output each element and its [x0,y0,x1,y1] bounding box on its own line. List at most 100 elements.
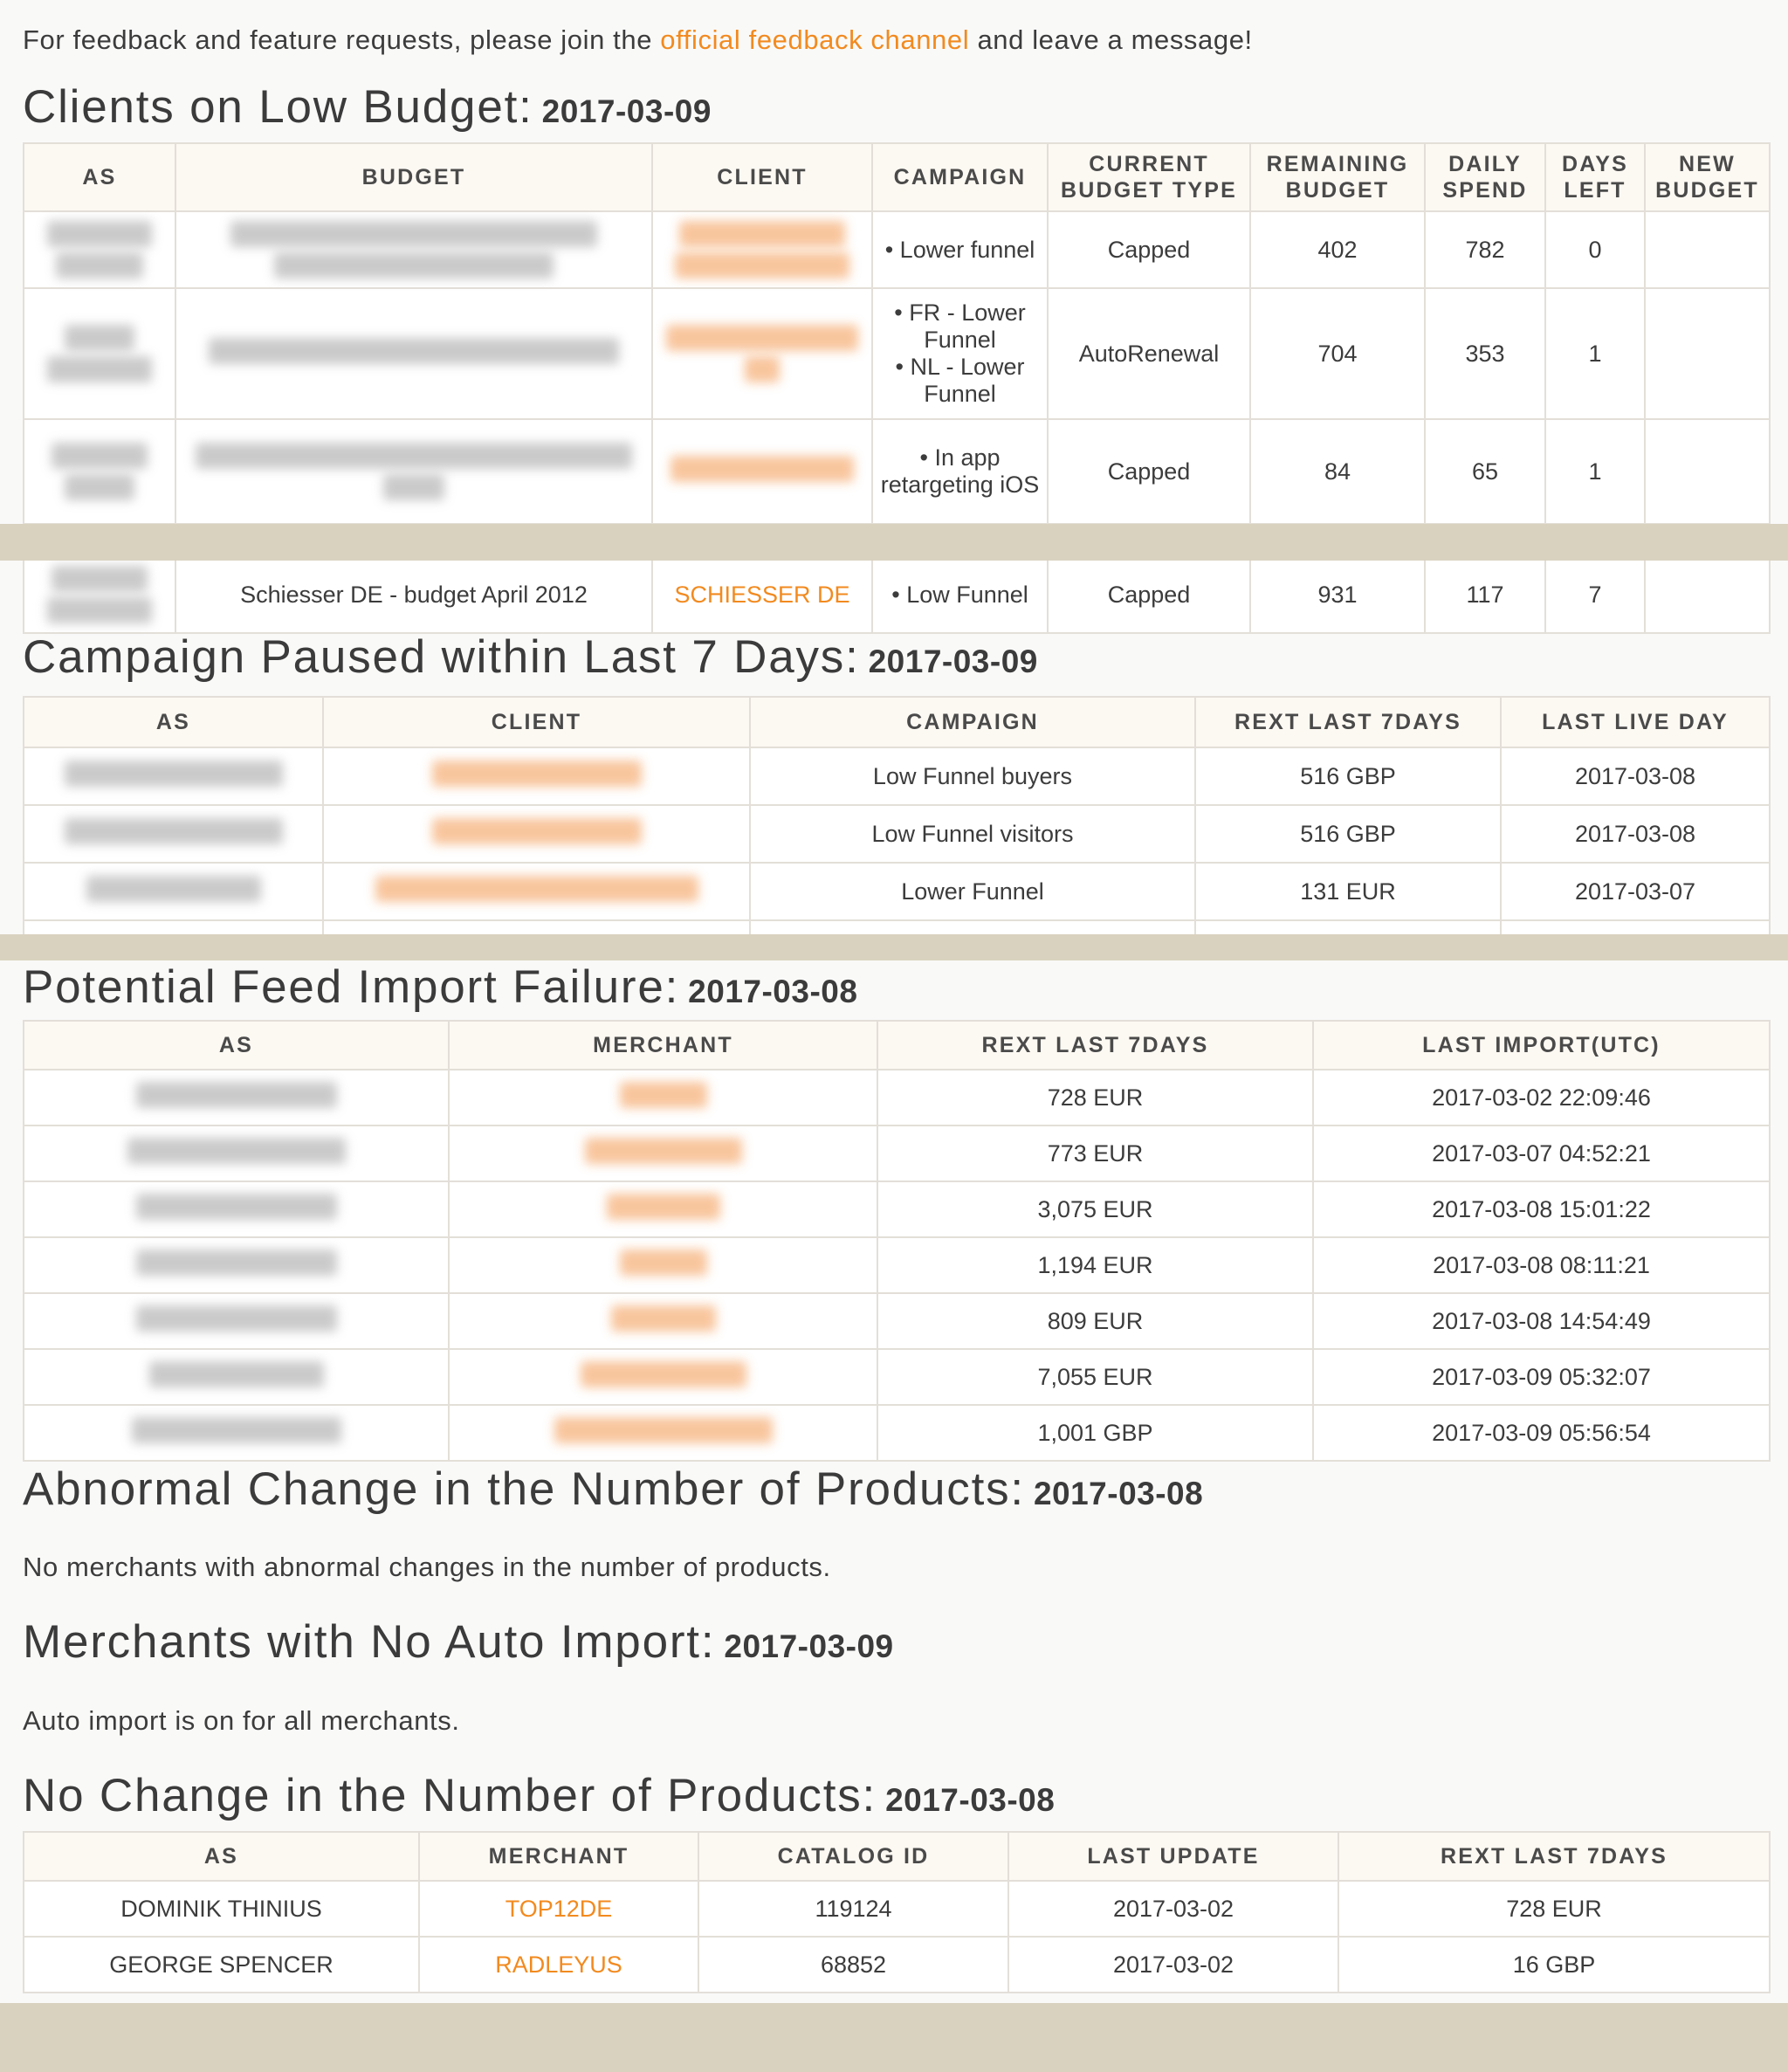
no-change-table: AS MERCHANT CATALOG ID LAST UPDATE REXT … [23,1831,1771,1993]
feedback-channel-link[interactable]: official feedback channel [660,24,970,55]
table-row: GEORGE SPENCER RADLEYUS 68852 2017-03-02… [23,1936,1771,1993]
last-import-cell: 2017-03-08 14:54:49 [1312,1292,1771,1350]
table-row-cut [23,919,1771,934]
client-cell[interactable] [651,287,873,420]
table-row: Low Funnel visitors 516 GBP 2017-03-08 [23,804,1771,864]
table-header-row: AS CLIENT CAMPAIGN REXT LAST 7DAYS LAST … [23,696,1771,748]
merchant-cell[interactable] [448,1069,878,1126]
as-cell [23,1069,450,1126]
merchant-cell[interactable] [448,1292,878,1350]
budget-type-cell: Capped [1047,210,1251,289]
col-header-client[interactable]: CLIENT [322,696,751,748]
col-header-as[interactable]: AS [23,1020,450,1070]
col-header-merchant[interactable]: MERCHANT [418,1831,699,1882]
client-cell[interactable] [322,804,751,864]
screenshot-chunk-1: For feedback and feature requests, pleas… [0,0,1788,524]
merchant-cell[interactable] [448,1236,878,1294]
last-import-cell: 2017-03-09 05:32:07 [1312,1348,1771,1406]
rext-cell: 1,194 EUR [877,1236,1314,1294]
col-header-last-update[interactable]: LAST UPDATE [1007,1831,1339,1882]
section-date: 2017-03-08 [1033,1476,1204,1511]
feedback-intro: For feedback and feature requests, pleas… [23,24,1253,56]
low-budget-table-continued: Schiesser DE - budget April 2012 SCHIESS… [23,561,1771,634]
merchant-cell[interactable] [448,1404,878,1462]
col-header-last-live[interactable]: LAST LIVE DAY [1500,696,1771,748]
col-header-new-budget[interactable]: NEW BUDGET [1644,142,1771,212]
rext-cell: 7,055 EUR [877,1348,1314,1406]
new-budget-cell[interactable] [1644,418,1771,524]
col-header-campaign[interactable]: CAMPAIGN [749,696,1196,748]
as-cell [23,287,176,420]
client-cell[interactable] [651,418,873,524]
col-header-merchant[interactable]: MERCHANT [448,1020,878,1070]
as-cell [23,804,324,864]
col-header-remaining[interactable]: REMAINING BUDGET [1249,142,1426,212]
screenshot-separator [0,524,1788,561]
campaign-cell: Lower funnel [871,210,1049,289]
remaining-cell: 84 [1249,418,1426,524]
client-link[interactable]: SCHIESSER DE [651,561,873,634]
client-cell[interactable] [322,747,751,806]
as-cell [23,561,176,634]
col-header-daily-spend[interactable]: DAILY SPEND [1424,142,1546,212]
table-row: FR - Lower FunnelNL - Lower Funnel AutoR… [23,287,1771,420]
new-budget-cell[interactable] [1644,561,1771,634]
rext-cell: 3,075 EUR [877,1181,1314,1238]
table-row: 773 EUR 2017-03-07 04:52:21 [23,1125,1771,1182]
new-budget-cell[interactable] [1644,287,1771,420]
merchant-link[interactable]: TOP12DE [418,1880,699,1938]
merchant-cell[interactable] [448,1125,878,1182]
days-left-cell: 7 [1544,561,1646,634]
as-cell: GEORGE SPENCER [23,1936,420,1993]
table-row: In app retargeting iOS Capped 84 65 1 [23,418,1771,524]
col-header-rext[interactable]: REXT LAST 7DAYS [1338,1831,1771,1882]
rext-cell: 516 GBP [1194,747,1502,806]
col-header-as[interactable]: AS [23,696,324,748]
catalog-id-cell: 119124 [698,1880,1009,1938]
client-cell[interactable] [322,862,751,921]
rext-cell: 1,001 GBP [877,1404,1314,1462]
budget-cell [175,210,653,289]
col-header-budget-type[interactable]: CURRENT BUDGET TYPE [1047,142,1251,212]
col-header-as[interactable]: AS [23,1831,420,1882]
col-header-budget[interactable]: BUDGET [175,142,653,212]
merchant-link[interactable]: RADLEYUS [418,1936,699,1993]
merchant-cell[interactable] [448,1181,878,1238]
feed-import-table: AS MERCHANT REXT LAST 7DAYS LAST IMPORT(… [23,1020,1771,1462]
days-left-cell: 1 [1544,418,1646,524]
table-row: 1,001 GBP 2017-03-09 05:56:54 [23,1404,1771,1462]
last-import-cell: 2017-03-07 04:52:21 [1312,1125,1771,1182]
col-header-last-import[interactable]: LAST IMPORT(UTC) [1312,1020,1771,1070]
low-budget-title: Clients on Low Budget: 2017-03-09 [23,81,712,133]
col-header-rext[interactable]: REXT LAST 7DAYS [1194,696,1502,748]
section-date: 2017-03-09 [724,1628,894,1664]
col-header-client[interactable]: CLIENT [651,142,873,212]
col-header-as[interactable]: AS [23,142,176,212]
no-change-title: No Change in the Number of Products: 2017… [23,1770,1056,1821]
client-cell[interactable] [651,210,873,289]
table-row: 809 EUR 2017-03-08 14:54:49 [23,1292,1771,1350]
col-header-catalog-id[interactable]: CATALOG ID [698,1831,1009,1882]
table-header-row: AS MERCHANT REXT LAST 7DAYS LAST IMPORT(… [23,1020,1771,1070]
col-header-campaign[interactable]: CAMPAIGN [871,142,1049,212]
col-header-rext[interactable]: REXT LAST 7DAYS [877,1020,1314,1070]
rext-cell: 516 GBP [1194,804,1502,864]
section-date: 2017-03-08 [885,1782,1056,1818]
abnormal-change-title: Abnormal Change in the Number of Product… [23,1463,1204,1515]
days-left-cell: 0 [1544,210,1646,289]
campaign-paused-table: AS CLIENT CAMPAIGN REXT LAST 7DAYS LAST … [23,696,1771,934]
new-budget-cell[interactable] [1644,210,1771,289]
campaign-cell: Lower Funnel [749,862,1196,921]
table-row: Schiesser DE - budget April 2012 SCHIESS… [23,561,1771,634]
low-budget-table: AS BUDGET CLIENT CAMPAIGN CURRENT BUDGET… [23,142,1771,524]
last-live-cell: 2017-03-07 [1500,862,1771,921]
col-header-days-left[interactable]: DAYS LEFT [1544,142,1646,212]
daily-spend-cell: 117 [1424,561,1546,634]
rext-cell: 728 EUR [1338,1880,1771,1938]
merchant-cell[interactable] [448,1348,878,1406]
budget-cell [175,418,653,524]
as-cell [23,1348,450,1406]
as-cell [23,862,324,921]
as-cell [23,1125,450,1182]
